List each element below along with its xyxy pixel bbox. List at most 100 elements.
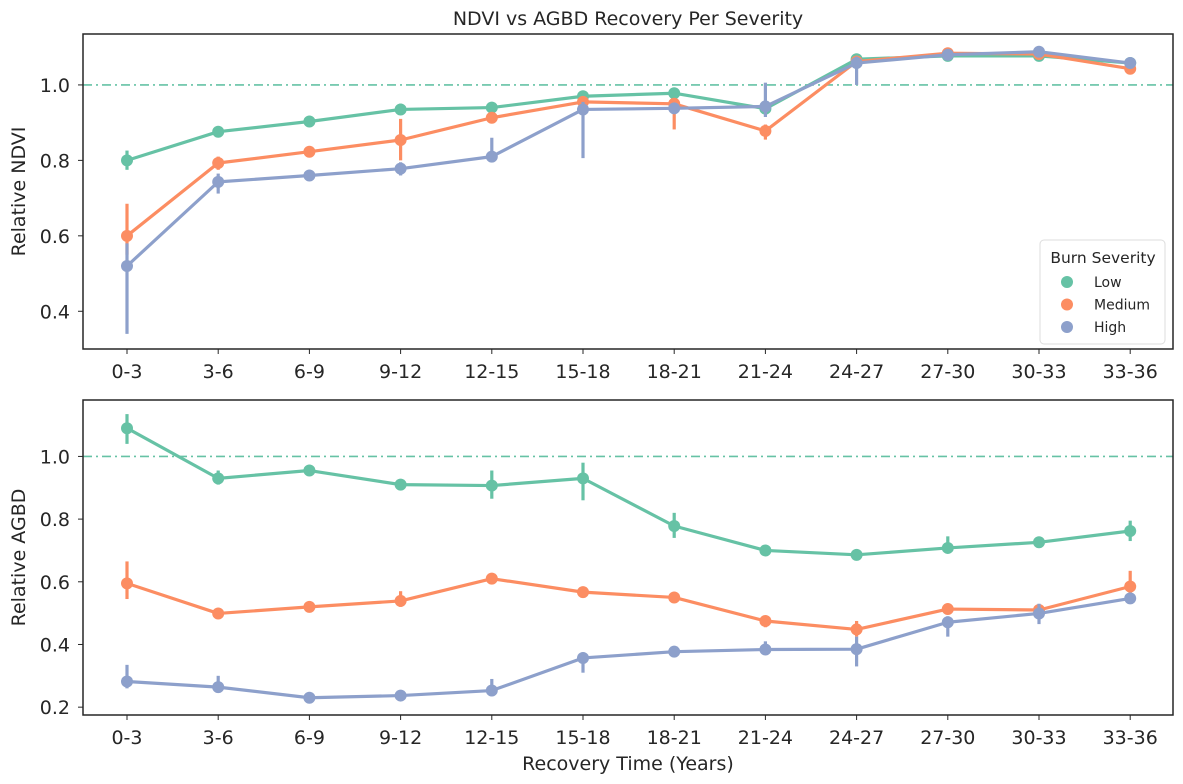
data-point: [1124, 57, 1137, 70]
legend-marker: [1061, 298, 1073, 311]
data-point: [394, 134, 407, 147]
data-point: [759, 643, 772, 656]
x-tick-label: 24-27: [829, 361, 884, 383]
data-point: [759, 614, 772, 627]
data-point: [941, 48, 954, 61]
legend: Burn Severity Low Medium High: [1039, 239, 1166, 345]
x-tick-label: 0-3: [111, 727, 142, 749]
data-point: [668, 591, 681, 604]
x-tick-label: 9-12: [379, 361, 422, 383]
series-line: [126, 426, 1131, 557]
x-tick-label: 12-15: [464, 727, 519, 749]
data-point: [121, 260, 133, 273]
data-point: [759, 124, 772, 137]
data-point: [759, 100, 772, 113]
data-point: [394, 689, 407, 702]
series-medium: [121, 47, 1137, 255]
panel-2: 0.2 0.4 0.6 0.8 1.0 0-3 3-6 6-9 9-12 12-15 15-18 18…: [8, 399, 1174, 749]
series-line: [126, 51, 1131, 238]
x-tick-label: 0-3: [111, 361, 142, 383]
data-point: [212, 472, 225, 485]
legend-marker: [1061, 276, 1073, 288]
data-point: [485, 572, 498, 585]
y-axis-label: Relative NDVI: [8, 127, 30, 257]
data-point: [1124, 580, 1137, 593]
data-point: [941, 603, 954, 616]
data-point: [121, 675, 133, 688]
y-tick-label: 0.8: [40, 509, 70, 531]
series-line: [126, 54, 1131, 162]
y-tick-label: 0.4: [40, 301, 70, 323]
x-tick-label: 18-21: [647, 727, 702, 749]
data-point: [1033, 45, 1045, 58]
y-tick-label: 1.0: [40, 446, 70, 468]
data-point: [485, 101, 498, 114]
data-point: [121, 229, 133, 242]
data-point: [303, 691, 316, 704]
data-point: [212, 125, 225, 138]
data-point: [1124, 592, 1137, 605]
x-tick-label: 15-18: [555, 727, 610, 749]
data-point: [577, 651, 589, 664]
x-tick-label: 21-24: [738, 727, 793, 749]
x-tick-label: 6-9: [294, 361, 325, 383]
data-point: [303, 145, 316, 158]
y-tick-label: 0.4: [40, 634, 70, 656]
x-tick-label: 15-18: [555, 361, 610, 383]
data-point: [577, 103, 589, 116]
data-point: [212, 157, 225, 170]
series-high: [121, 592, 1137, 704]
series-high: [121, 45, 1137, 334]
x-tick-label: 24-27: [829, 727, 884, 749]
data-point: [394, 594, 407, 607]
x-tick-label: 30-33: [1011, 361, 1066, 383]
data-point: [394, 162, 407, 175]
y-tick-label: 0.8: [40, 150, 70, 172]
data-point: [212, 175, 225, 188]
data-point: [303, 169, 316, 182]
x-tick-label: 27-30: [920, 727, 975, 749]
x-tick-label: 33-36: [1103, 361, 1158, 383]
data-point: [212, 607, 225, 620]
data-point: [121, 577, 133, 590]
x-tick-label: 3-6: [203, 727, 234, 749]
data-point: [850, 623, 863, 636]
y-axis-label: Relative AGBD: [8, 489, 30, 627]
data-point: [941, 616, 954, 629]
y-tick-label: 1.0: [40, 75, 70, 97]
legend-box: [1039, 239, 1166, 345]
data-point: [1033, 607, 1045, 620]
data-point: [668, 102, 681, 115]
data-point: [577, 586, 589, 599]
x-tick-label: 9-12: [379, 727, 422, 749]
data-point: [303, 600, 316, 613]
data-point: [577, 472, 589, 485]
y-tick-label: 0.2: [40, 697, 70, 719]
data-point: [394, 478, 407, 491]
x-tick-label: 3-6: [203, 361, 234, 383]
legend-title: Burn Severity: [1050, 249, 1155, 267]
legend-label: High: [1094, 320, 1126, 336]
data-point: [394, 103, 407, 116]
data-point: [668, 645, 681, 658]
plot-frame: [82, 399, 1174, 716]
data-point: [1033, 536, 1045, 549]
data-point: [485, 150, 498, 163]
y-tick-label: 0.6: [40, 226, 70, 248]
data-point: [850, 57, 863, 70]
plot-frame: [82, 33, 1174, 350]
data-point: [303, 464, 316, 477]
data-point: [668, 87, 681, 100]
x-tick-label: 18-21: [647, 361, 702, 383]
x-axis-label: Recovery Time (Years): [522, 753, 734, 775]
data-point: [668, 520, 681, 532]
x-tick-label: 12-15: [464, 361, 519, 383]
data-point: [485, 111, 498, 124]
series-line: [126, 596, 1131, 700]
legend-label: Low: [1094, 275, 1122, 291]
data-point: [121, 154, 133, 167]
x-tick-label: 30-33: [1011, 727, 1066, 749]
data-point: [303, 115, 316, 128]
x-tick-label: 27-30: [920, 361, 975, 383]
